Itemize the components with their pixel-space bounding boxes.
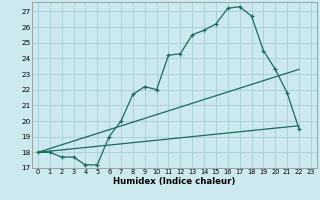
X-axis label: Humidex (Indice chaleur): Humidex (Indice chaleur) [113, 177, 236, 186]
